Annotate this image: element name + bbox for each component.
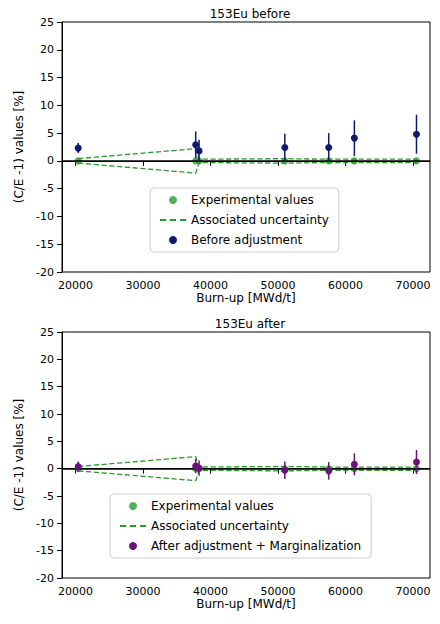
svg-text:50000: 50000 [261,279,296,292]
svg-text:Burn-up [MWd/t]: Burn-up [MWd/t] [196,597,295,611]
svg-text:Experimental values: Experimental values [151,499,274,513]
svg-text:-5: -5 [43,490,54,503]
svg-text:20000: 20000 [58,585,93,598]
svg-text:0: 0 [47,154,54,167]
svg-text:60000: 60000 [328,279,363,292]
svg-text:-15: -15 [36,544,54,557]
svg-text:40000: 40000 [193,279,228,292]
svg-text:0: 0 [47,462,54,475]
svg-text:Associated uncertainty: Associated uncertainty [191,213,329,227]
svg-text:20: 20 [40,43,54,56]
svg-text:Before adjustment: Before adjustment [191,233,303,247]
svg-text:15: 15 [40,71,54,84]
svg-text:After adjustment + Marginaliza: After adjustment + Marginalization [151,539,361,553]
svg-text:5: 5 [47,127,54,140]
svg-text:153Eu after: 153Eu after [215,317,285,331]
svg-text:5: 5 [47,435,54,448]
svg-text:-20: -20 [36,572,54,585]
svg-text:30000: 30000 [126,279,161,292]
svg-text:Associated uncertainty: Associated uncertainty [151,519,289,533]
svg-text:153Eu before: 153Eu before [210,7,291,21]
svg-text:-10: -10 [36,517,54,530]
svg-text:10: 10 [40,99,54,112]
svg-text:20000: 20000 [58,279,93,292]
svg-text:25: 25 [40,326,54,339]
svg-text:20: 20 [40,353,54,366]
svg-text:25: 25 [40,16,54,29]
svg-text:(C/E -1) values [%]: (C/E -1) values [%] [12,399,26,512]
svg-text:-20: -20 [36,266,54,279]
svg-text:50000: 50000 [261,585,296,598]
svg-text:10: 10 [40,408,54,421]
svg-text:-15: -15 [36,238,54,251]
svg-text:(C/E -1) values [%]: (C/E -1) values [%] [12,91,26,204]
svg-text:70000: 70000 [396,279,431,292]
svg-text:60000: 60000 [328,585,363,598]
svg-text:-5: -5 [43,182,54,195]
svg-text:15: 15 [40,380,54,393]
svg-text:70000: 70000 [396,585,431,598]
svg-text:Experimental values: Experimental values [191,193,314,207]
svg-text:Burn-up [MWd/t]: Burn-up [MWd/t] [196,291,295,305]
svg-text:-10: -10 [36,210,54,223]
svg-text:30000: 30000 [126,585,161,598]
svg-text:40000: 40000 [193,585,228,598]
